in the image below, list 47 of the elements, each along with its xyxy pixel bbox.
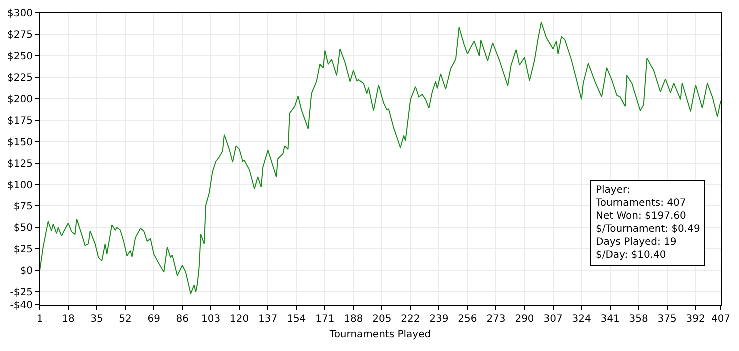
x-tick-label: 1 — [36, 314, 44, 325]
x-tick-label: 103 — [202, 314, 221, 325]
x-tick-label: 375 — [658, 314, 677, 325]
x-tick-label: 137 — [258, 314, 278, 325]
y-tick-label: $100 — [8, 180, 33, 192]
annotation: $/Day: $10.40 — [596, 250, 666, 261]
annotation: Player: — [596, 185, 630, 196]
annotation: Net Won: $197.60 — [596, 211, 686, 222]
y-tick-label: $300 — [8, 8, 33, 20]
x-tick-label: 392 — [686, 314, 706, 325]
x-tick-label: 239 — [430, 314, 449, 325]
x-tick-label: 273 — [486, 314, 506, 325]
annotation: $/Tournament: $0.49 — [596, 224, 700, 235]
x-tick-label: 358 — [629, 314, 648, 325]
x-tick-label: 407 — [711, 314, 731, 325]
x-tick-label: 188 — [344, 314, 364, 325]
x-tick-label: 18 — [62, 314, 75, 325]
y-tick-label: $225 — [8, 72, 33, 84]
y-tick-label: $25 — [14, 244, 33, 256]
y-tick-label: $175 — [8, 116, 33, 127]
y-tick-label: $0 — [20, 266, 33, 278]
annotation: Tournaments: 407 — [595, 198, 686, 209]
x-tick-label: 307 — [544, 314, 563, 325]
y-tick-label: $275 — [8, 30, 33, 41]
x-axis-title: Tournaments Played — [328, 330, 432, 340]
x-tick-label: 86 — [176, 314, 189, 325]
y-tick-label: $150 — [8, 137, 33, 148]
x-tick-label: 69 — [148, 314, 160, 325]
x-tick-label: 52 — [119, 314, 132, 325]
x-tick-label: 290 — [515, 314, 534, 325]
y-tick-label: -$25 — [10, 288, 33, 299]
y-tick-label: $50 — [14, 223, 33, 234]
x-tick-label: 222 — [401, 314, 420, 325]
x-tick-label: 120 — [230, 314, 250, 325]
x-tick-label: 154 — [287, 314, 306, 325]
y-tick-label: $75 — [14, 202, 33, 213]
x-tick-label: 256 — [458, 314, 478, 325]
x-tick-label: 324 — [572, 314, 592, 325]
annotation: Days Played: 19 — [596, 237, 677, 248]
x-tick-label: 171 — [316, 314, 335, 325]
y-tick-label: $250 — [8, 51, 33, 62]
y-tick-label: -$40 — [10, 300, 33, 312]
x-tick-label: 341 — [600, 314, 620, 325]
x-tick-label: 205 — [372, 314, 392, 325]
x-tick-label: 35 — [90, 314, 104, 325]
y-tick-label: $125 — [8, 158, 33, 170]
y-tick-label: $200 — [8, 94, 33, 106]
